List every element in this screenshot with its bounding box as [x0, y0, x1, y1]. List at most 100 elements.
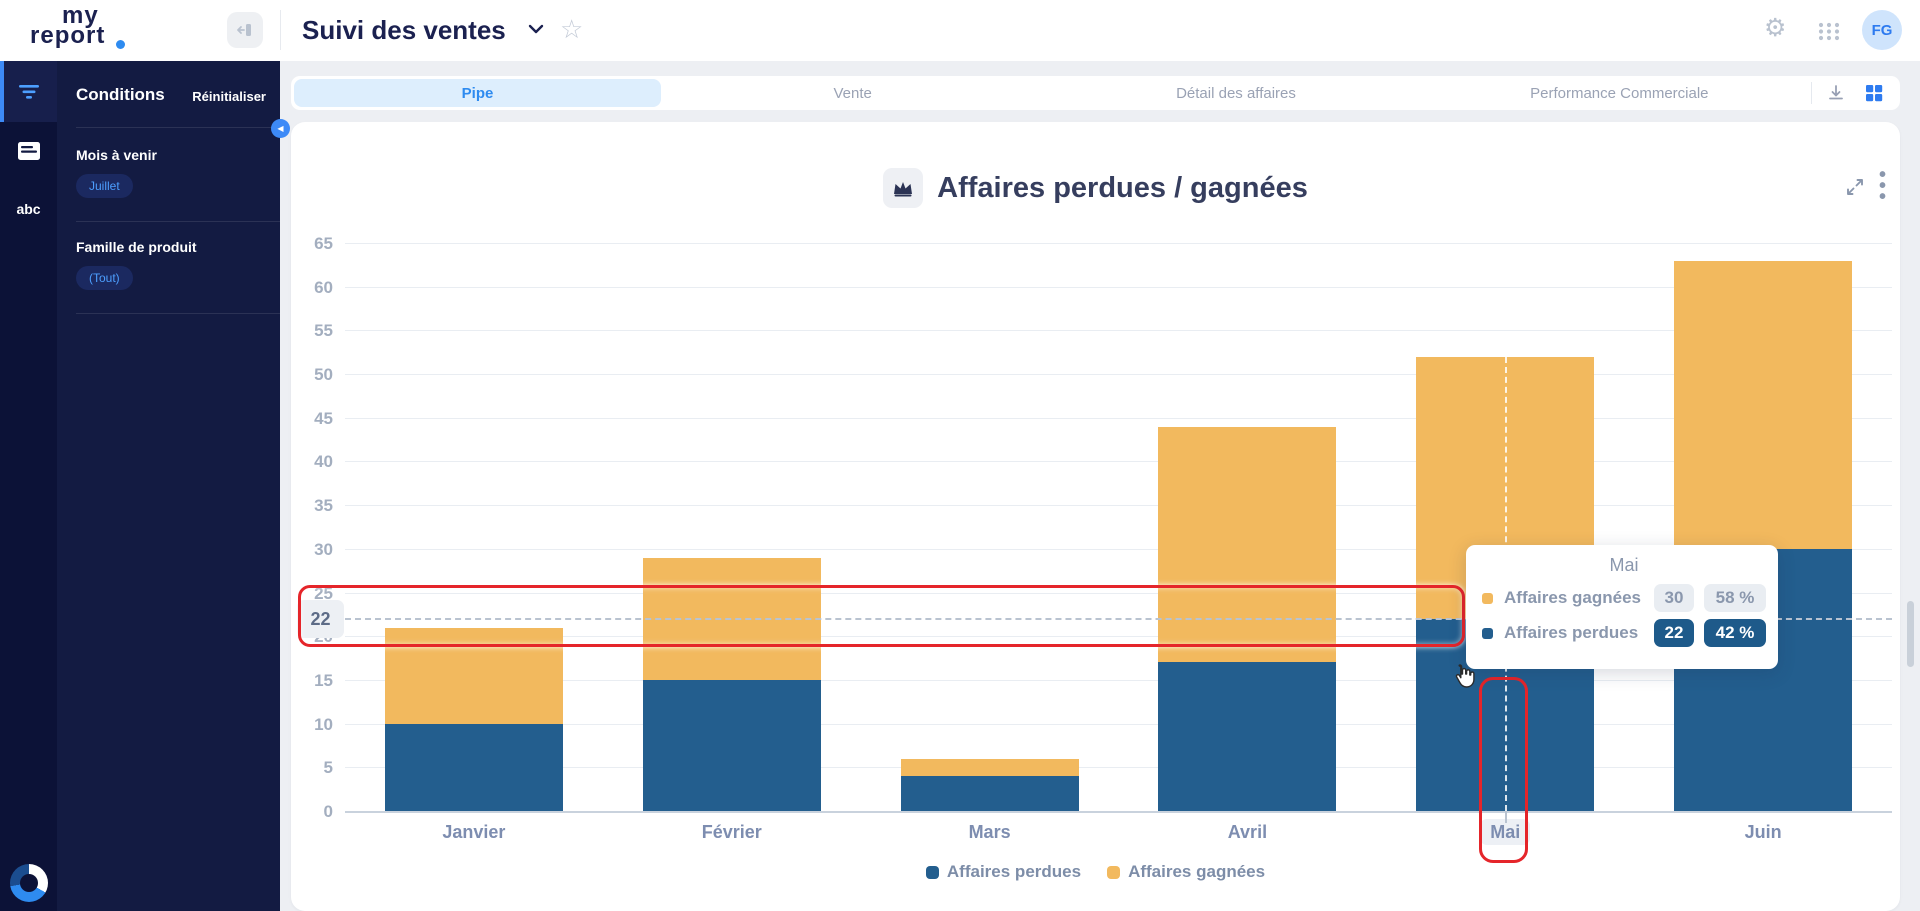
logo-line1: my	[62, 2, 99, 29]
conditions-divider	[76, 221, 280, 222]
legend-label: Affaires perdues	[946, 862, 1082, 881]
y-axis-tick-50: 50	[314, 365, 333, 385]
legend-label: Affaires gagnées	[1128, 862, 1266, 881]
chart-tooltip: Mai Affaires gagnées 30 58 % Affaires pe…	[1466, 545, 1778, 669]
tooltip-value-badge: 30	[1654, 584, 1694, 612]
bar-avril-affaires-perdues[interactable]	[1158, 662, 1337, 811]
perdues-marker-icon	[1482, 627, 1493, 639]
page-title: Suivi des ventes	[302, 15, 506, 45]
chart-title: Affaires perdues / gagnées	[937, 171, 1308, 204]
download-icon[interactable]	[1826, 83, 1846, 103]
gridline-y-30	[345, 548, 1892, 550]
dashboard-tabbar: Pipe Vente Détail des affaires Performan…	[291, 76, 1900, 110]
tooltip-series-name: Affaires perdues	[1504, 623, 1639, 642]
gridline-y-65	[345, 243, 1892, 244]
gridline-y-60	[345, 286, 1892, 288]
panel-collapse-handle[interactable]: ◀	[271, 119, 290, 138]
y-axis-tick-10: 10	[314, 714, 333, 734]
left-icon-rail: abc	[0, 61, 57, 911]
legend-marker-icon	[925, 865, 939, 879]
gridline-y-20	[345, 636, 1892, 638]
chevron-down-icon[interactable]	[528, 24, 544, 34]
rail-item-report[interactable]	[0, 141, 57, 161]
rail-item-abc[interactable]: abc	[0, 201, 57, 217]
conditions-title: Conditions	[76, 85, 165, 104]
tabbar-tools	[1810, 82, 1900, 104]
gridline-y-10	[345, 723, 1892, 725]
kebab-menu-icon[interactable]: • • •	[1878, 164, 1886, 208]
filter-icon	[18, 85, 39, 99]
tooltip-pct-badge: 42 %	[1704, 619, 1766, 647]
apps-grid-icon[interactable]	[1816, 18, 1842, 44]
tab-performance-commerciale[interactable]: Performance Commerciale	[1530, 84, 1709, 102]
top-header: my report Suivi des ventes ☆ ⚙ FG	[0, 0, 1920, 61]
gridline-y-15	[345, 679, 1892, 681]
dashboard-layout-icon[interactable]	[1864, 83, 1884, 103]
tooltip-row-perdues: Affaires perdues 22 42 %	[1482, 619, 1766, 647]
chart-card: ••• Affaires perdues / gagnées 051015202…	[291, 122, 1900, 911]
expand-icon[interactable]	[1845, 177, 1865, 197]
legend-marker-icon	[1107, 865, 1121, 879]
crosshair-y-value-chip: 22	[297, 600, 344, 638]
x-axis-label-janvier: Janvier	[442, 822, 506, 842]
gridline-y-35	[345, 505, 1892, 507]
x-axis-label-mars: Mars	[968, 822, 1011, 842]
bar-juin-affaires-gagnées[interactable]	[1674, 260, 1853, 549]
annotation-red-rect-mai	[1479, 677, 1528, 863]
settings-gear-icon[interactable]: ⚙	[1764, 14, 1787, 42]
legend-item-affaires-gagnées[interactable]: Affaires gagnées	[1107, 862, 1265, 882]
filter-label-month: Mois à venir	[76, 147, 157, 163]
gridline-y-5	[345, 767, 1892, 769]
gridline-y-25	[345, 592, 1892, 594]
header-divider	[280, 10, 281, 50]
bar-janvier-affaires-gagnées[interactable]	[384, 627, 563, 724]
y-axis-tick-35: 35	[314, 496, 333, 516]
legend-item-affaires-perdues[interactable]: Affaires perdues	[925, 862, 1082, 882]
bar-mars-affaires-perdues[interactable]	[900, 776, 1079, 811]
report-one-swirl-logo[interactable]	[10, 864, 48, 902]
page-scrollbar-thumb[interactable]	[1907, 601, 1914, 667]
y-axis-tick-25: 25	[314, 583, 333, 603]
y-axis-tick-55: 55	[314, 321, 333, 341]
filter-chip-product-family[interactable]: (Tout)	[76, 266, 133, 290]
x-axis-label-février: Février	[701, 822, 762, 842]
tooltip-pct-badge: 58 %	[1704, 584, 1766, 612]
favorite-star-icon[interactable]: ☆	[560, 14, 584, 44]
report-card-icon	[17, 142, 40, 160]
bar-janvier-affaires-perdues[interactable]	[384, 723, 563, 811]
crosshair-vertical-line-below-axis	[1505, 811, 1507, 823]
bar-avril-affaires-gagnées[interactable]	[1158, 426, 1337, 663]
tab-detail-affaires[interactable]: Détail des affaires	[1176, 84, 1296, 102]
chart-title-row: Affaires perdues / gagnées	[291, 168, 1900, 208]
myreport-logo[interactable]: my report	[30, 2, 160, 49]
crosshair-horizontal-line	[345, 618, 1892, 620]
crown-icon	[894, 182, 913, 197]
mouse-pointer-icon	[1455, 664, 1475, 688]
tab-pipe[interactable]: Pipe	[294, 79, 661, 107]
y-axis-tick-30: 30	[314, 539, 333, 559]
reset-filters-button[interactable]: Réinitialiser	[192, 89, 266, 104]
main-content: Pipe Vente Détail des affaires Performan…	[280, 61, 1920, 911]
conditions-divider	[76, 313, 280, 314]
annotation-red-rect-yvalue	[298, 585, 1465, 647]
collapse-sidebar-icon	[237, 24, 251, 36]
tooltip-series-name: Affaires gagnées	[1504, 588, 1641, 607]
gridline-y-45	[345, 417, 1892, 419]
filter-chip-month[interactable]: Juillet	[76, 174, 133, 198]
sidebar-collapse-button[interactable]	[227, 12, 263, 48]
bar-février-affaires-perdues[interactable]	[642, 679, 821, 811]
user-avatar[interactable]: FG	[1862, 10, 1902, 50]
y-axis-tick-0: 0	[323, 802, 333, 821]
tab-vente[interactable]: Vente	[833, 84, 872, 102]
y-axis-tick-60: 60	[314, 277, 333, 297]
logo-line2: report	[30, 22, 106, 49]
gagnees-marker-icon	[1482, 592, 1493, 604]
plot-area: 05101520253035404550556065JanvierFévrier…	[314, 234, 1892, 845]
logo-dot-icon	[116, 40, 125, 49]
x-axis-label-juin: Juin	[1744, 822, 1782, 842]
rail-item-filters[interactable]	[0, 83, 57, 101]
tooltip-value-badge: 22	[1654, 619, 1694, 647]
bar-mars-affaires-gagnées[interactable]	[900, 758, 1079, 777]
gridline-y-40	[345, 461, 1892, 463]
gridline-y-50	[345, 374, 1892, 376]
